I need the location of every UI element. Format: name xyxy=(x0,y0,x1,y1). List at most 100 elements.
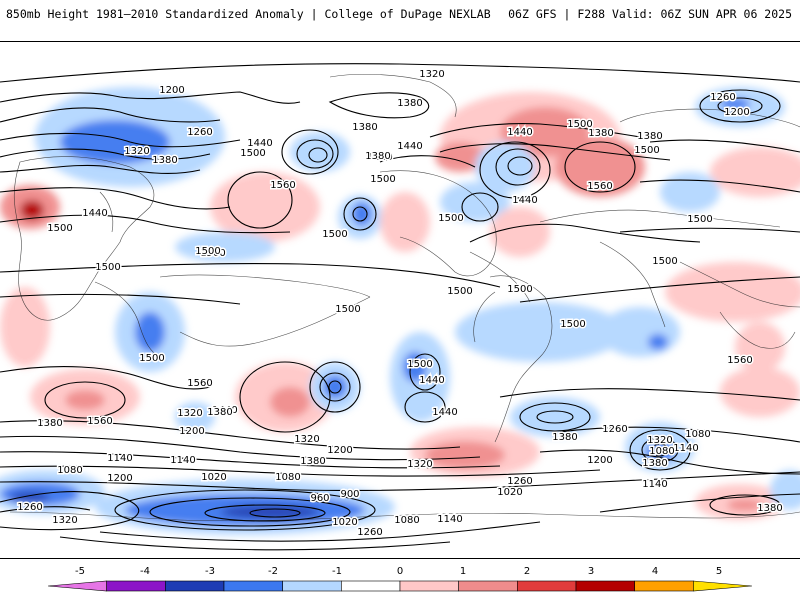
anomaly-region xyxy=(60,120,170,164)
contour-label: 1440 xyxy=(212,405,237,416)
contour-label: 1200 xyxy=(327,445,352,456)
map-title: 850mb Height 1981–2010 Standardized Anom… xyxy=(6,7,491,21)
anomaly-shading xyxy=(0,87,800,535)
contour-label: 1140 xyxy=(437,514,462,525)
contour-label: 1380 xyxy=(152,155,177,166)
contour-label: 1500 xyxy=(200,248,225,259)
contour-label: 1200 xyxy=(179,426,204,437)
legend-color-swatch xyxy=(517,580,577,592)
contour-label: 1320 xyxy=(407,459,432,470)
legend-color-swatch xyxy=(106,580,166,592)
contour-label: 1560 xyxy=(587,181,612,192)
anomaly-region xyxy=(720,98,750,110)
anomaly-region xyxy=(770,470,800,510)
anomaly-region xyxy=(175,402,215,432)
contour-label: 1500 xyxy=(507,284,532,295)
contour-label: 1260 xyxy=(187,127,212,138)
contour-label: 1560 xyxy=(270,180,295,191)
contour-label: 1440 xyxy=(397,141,422,152)
anomaly-region xyxy=(270,387,310,417)
anomaly-region xyxy=(475,142,535,192)
color-scale-legend: -5 -4 -3 -2 -1 0 1 2 3 4 5 xyxy=(0,566,800,600)
legend-color-swatch xyxy=(47,580,107,592)
legend-colorbar xyxy=(47,580,753,592)
contour-label: 1320 xyxy=(647,435,672,446)
legend-tick-labels: -5 -4 -3 -2 -1 0 1 2 3 4 5 xyxy=(0,566,800,580)
legend-tick: -2 xyxy=(268,566,278,577)
anomaly-region xyxy=(403,352,427,382)
height-contours xyxy=(0,63,800,551)
contour-label: 1500 xyxy=(652,256,677,267)
anomaly-region xyxy=(290,132,350,172)
anomaly-region xyxy=(727,499,763,511)
contour-label: 1440 xyxy=(367,152,392,163)
anomaly-region xyxy=(425,441,505,469)
contour-label: 1500 xyxy=(139,353,164,364)
contour-label: 1560 xyxy=(87,416,112,427)
contour-label: 1500 xyxy=(335,304,360,315)
contour-label: 1500 xyxy=(634,145,659,156)
legend-color-swatch xyxy=(165,580,225,592)
contour-label: 1020 xyxy=(201,472,226,483)
anomaly-map: 1320 1200 1380 1260 1320 1380 1440 1500 1500 1500… xyxy=(0,41,800,559)
contour-label: 1500 xyxy=(322,229,347,240)
anomaly-region xyxy=(352,202,372,226)
contour-label: 1080 xyxy=(275,472,300,483)
contour-label: 1500 xyxy=(438,213,463,224)
contour-label: 1140 xyxy=(170,455,195,466)
contour-label: 1320 xyxy=(52,515,77,526)
contour-label: 1260 xyxy=(602,424,627,435)
legend-tick: 2 xyxy=(523,566,531,577)
anomaly-region xyxy=(510,397,600,437)
anomaly-region xyxy=(323,375,347,399)
legend-color-swatch xyxy=(399,580,459,592)
legend-tick: 1 xyxy=(459,566,467,577)
anomaly-region xyxy=(665,262,800,322)
contour-label: 1500 xyxy=(47,223,72,234)
contour-label: 960 xyxy=(310,493,329,504)
legend-color-swatch xyxy=(282,580,342,592)
contour-label: 1500 xyxy=(240,148,265,159)
contour-label: 1440 xyxy=(419,375,444,386)
contour-label: 1560 xyxy=(187,378,212,389)
model-run-info: 06Z GFS | F288 Valid: 06Z SUN APR 06 202… xyxy=(508,7,792,21)
legend-color-swatch xyxy=(575,580,635,592)
contour-label: 1260 xyxy=(710,92,735,103)
contour-label: 1380 xyxy=(352,122,377,133)
legend-color-swatch xyxy=(693,580,753,592)
contour-label: 1260 xyxy=(357,527,382,538)
contour-label: 1260 xyxy=(17,502,42,513)
contour-label: 1140 xyxy=(642,479,667,490)
contour-label: 1380 xyxy=(207,407,232,418)
contour-label: 1380 xyxy=(588,128,613,139)
contour-label: 1380 xyxy=(552,432,577,443)
contour-label: 1080 xyxy=(394,515,419,526)
legend-tick: -3 xyxy=(205,566,215,577)
anomaly-region xyxy=(380,192,430,252)
contour-label: 1080 xyxy=(57,465,82,476)
contour-label: 1500 xyxy=(687,214,712,225)
contour-label: 1200 xyxy=(159,85,184,96)
contour-label: 1140 xyxy=(107,453,132,464)
anomaly-region xyxy=(20,200,44,220)
contour-label: 1320 xyxy=(124,146,149,157)
contour-label: 900 xyxy=(340,489,359,500)
contour-label: 1440 xyxy=(432,407,457,418)
contour-label: 1380 xyxy=(365,151,390,162)
contour-label: 1020 xyxy=(497,487,522,498)
contour-label: 1080 xyxy=(649,446,674,457)
contour-label: 1140 xyxy=(673,443,698,454)
legend-tick: -1 xyxy=(332,566,342,577)
anomaly-region xyxy=(648,334,668,350)
contour-label: 1500 xyxy=(407,359,432,370)
contour-label: 1500 xyxy=(95,262,120,273)
contour-label: 1080 xyxy=(685,429,710,440)
anomaly-region xyxy=(135,312,165,352)
contour-label: 1380 xyxy=(37,418,62,429)
contour-label: 1320 xyxy=(177,408,202,419)
contour-label: 1500 xyxy=(370,174,395,185)
anomaly-region xyxy=(600,307,680,357)
contour-label: 1020 xyxy=(332,517,357,528)
contour-label: 1200 xyxy=(587,455,612,466)
anomaly-region xyxy=(65,390,105,410)
